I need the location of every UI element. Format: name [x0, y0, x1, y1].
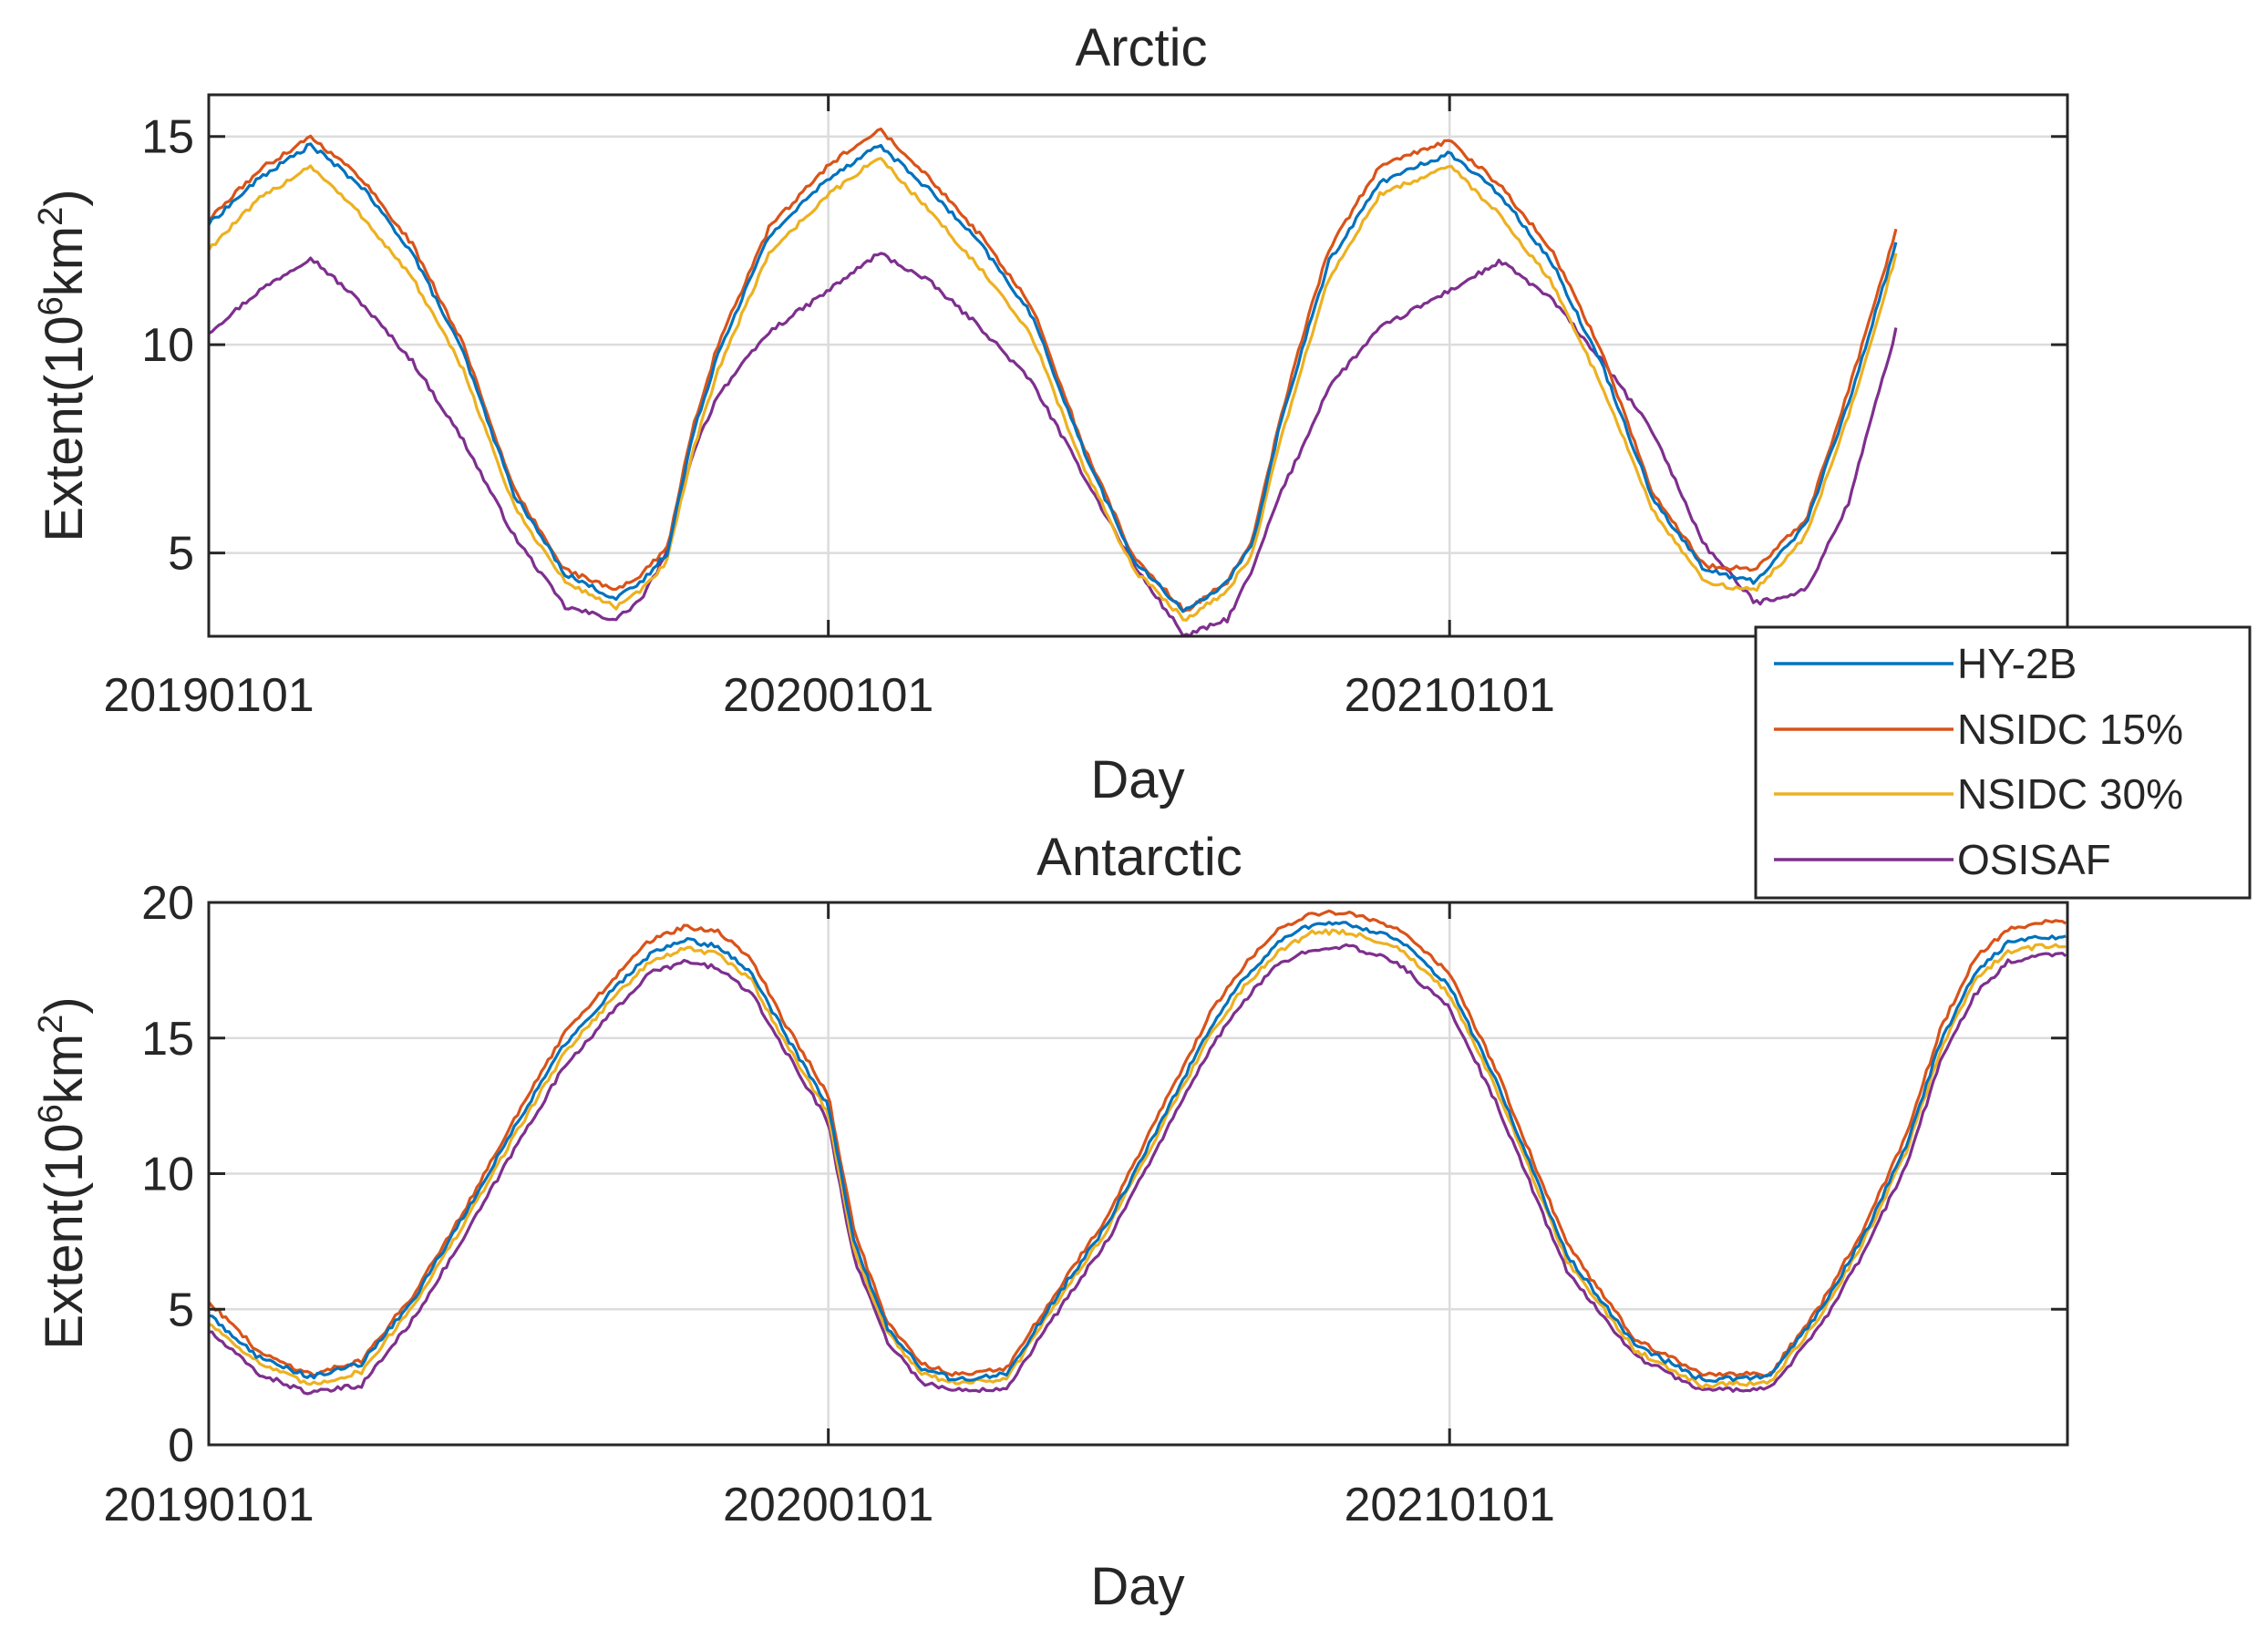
legend-box [1754, 625, 2252, 900]
legend-label-osisaf: OSISAF [1957, 836, 2111, 883]
arctic-y-tick-label: 15 [141, 111, 194, 164]
legend-label-hy2b: HY-2B [1957, 640, 2077, 687]
legend-label-nsidc15: NSIDC 15% [1957, 706, 2183, 753]
antarctic-tick-labels: 20190101 20200101 20210101 0 5 10 15 20 [103, 877, 1555, 1531]
arctic-y-tick-label: 10 [141, 319, 194, 372]
arctic-tick-labels: 20190101 20200101 20210101 5 10 15 [103, 111, 1555, 722]
arctic-x-axis-label: Day [1090, 750, 1184, 809]
arctic-plot-frame [207, 93, 2069, 638]
arctic-ticks [207, 95, 2067, 636]
antarctic-x-tick-label: 20200101 [723, 1479, 933, 1531]
arctic-series-nsidc-30 [209, 157, 1898, 622]
arctic-series-osisaf [209, 252, 1898, 636]
arctic-series-group [209, 127, 1898, 636]
antarctic-y-tick-label: 20 [141, 877, 194, 930]
antarctic-series-group [209, 909, 2067, 1396]
antarctic-x-axis-label: Day [1090, 1557, 1184, 1616]
arctic-grid [209, 95, 2067, 636]
antarctic-series-nsidc-15 [209, 909, 2067, 1378]
arctic-series-nsidc-15 [209, 127, 1898, 613]
antarctic-ticks [207, 901, 2067, 1447]
arctic-title: Arctic [1076, 18, 1208, 77]
antarctic-panel: Antarctic 20190101 20200101 20210101 0 5 10 15… [32, 828, 2069, 1616]
antarctic-series-hy-2b [209, 921, 2067, 1384]
legend: HY-2B NSIDC 15% NSIDC 30% OSISAF [1754, 625, 2252, 900]
antarctic-title: Antarctic [1036, 828, 1242, 887]
antarctic-y-tick-label: 15 [141, 1013, 194, 1066]
arctic-x-tick-label: 20200101 [723, 669, 933, 722]
legend-label-nsidc30: NSIDC 30% [1957, 770, 2183, 818]
arctic-x-tick-label: 20190101 [103, 669, 314, 722]
antarctic-y-tick-label: 10 [141, 1149, 194, 1201]
arctic-x-tick-label: 20210101 [1345, 669, 1555, 722]
antarctic-y-tick-label: 5 [168, 1283, 194, 1336]
arctic-series-hy-2b [209, 142, 1898, 613]
arctic-panel: Arctic 20190101 20200101 20210101 5 10 15 Day… [32, 18, 2069, 809]
antarctic-x-tick-label: 20190101 [103, 1479, 314, 1531]
antarctic-series-osisaf [209, 943, 2067, 1396]
antarctic-y-tick-label: 0 [168, 1419, 194, 1472]
antarctic-y-axis-label: Extent(106km2) [32, 996, 94, 1349]
antarctic-series-nsidc-30 [209, 928, 2067, 1389]
arctic-y-tick-label: 5 [168, 528, 194, 581]
arctic-y-axis-label: Extent(106km2) [32, 189, 94, 541]
antarctic-x-tick-label: 20210101 [1345, 1479, 1555, 1531]
